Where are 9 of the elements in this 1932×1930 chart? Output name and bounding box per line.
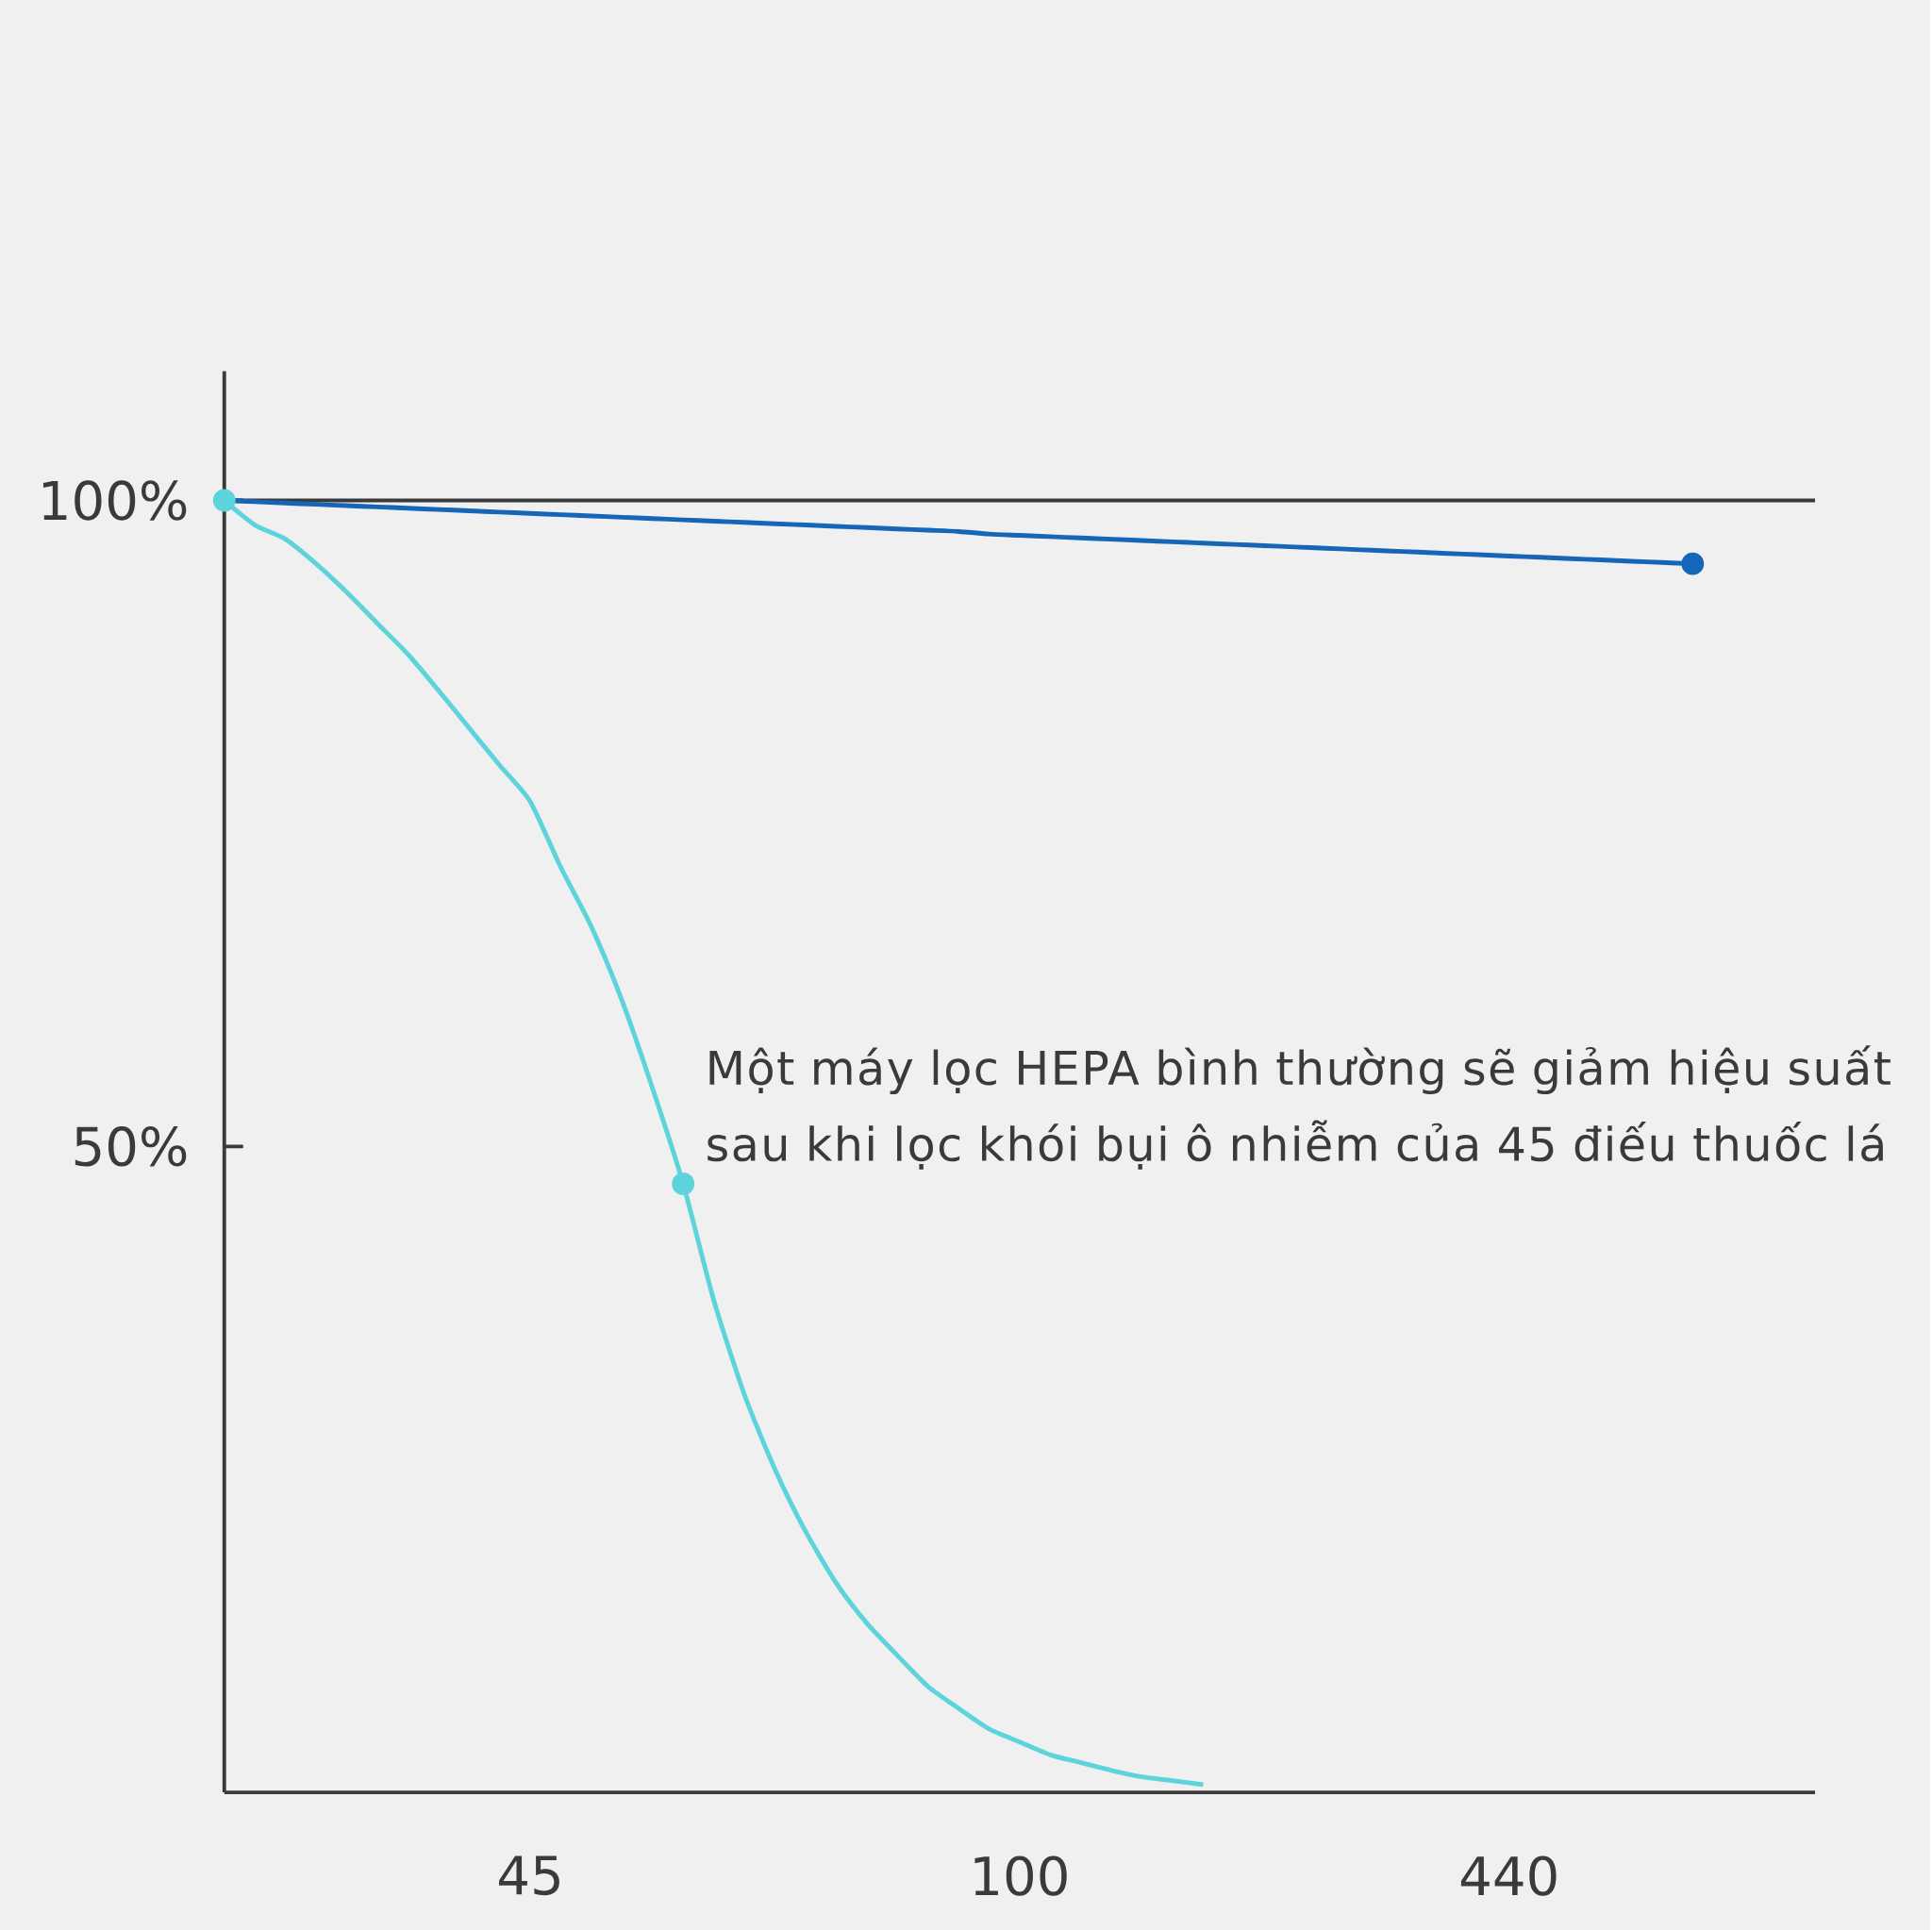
x-tick-label: 440 — [1460, 1855, 1557, 1896]
point — [672, 1173, 695, 1195]
x-tick-label: 45 — [499, 1855, 559, 1896]
point — [212, 489, 236, 512]
point — [1681, 552, 1705, 575]
y-tick-label: 50% — [75, 1126, 187, 1167]
y-tick-label: 100% — [42, 480, 187, 521]
annotation: Một máy lọc HEPA bình thường sẽ giảm hiệu suất sau khi lọc khói bụi ô nhiễm của 45 điếu thuốc lá — [708, 1045, 1890, 1170]
x-tick-label: 100 — [974, 1855, 1067, 1896]
